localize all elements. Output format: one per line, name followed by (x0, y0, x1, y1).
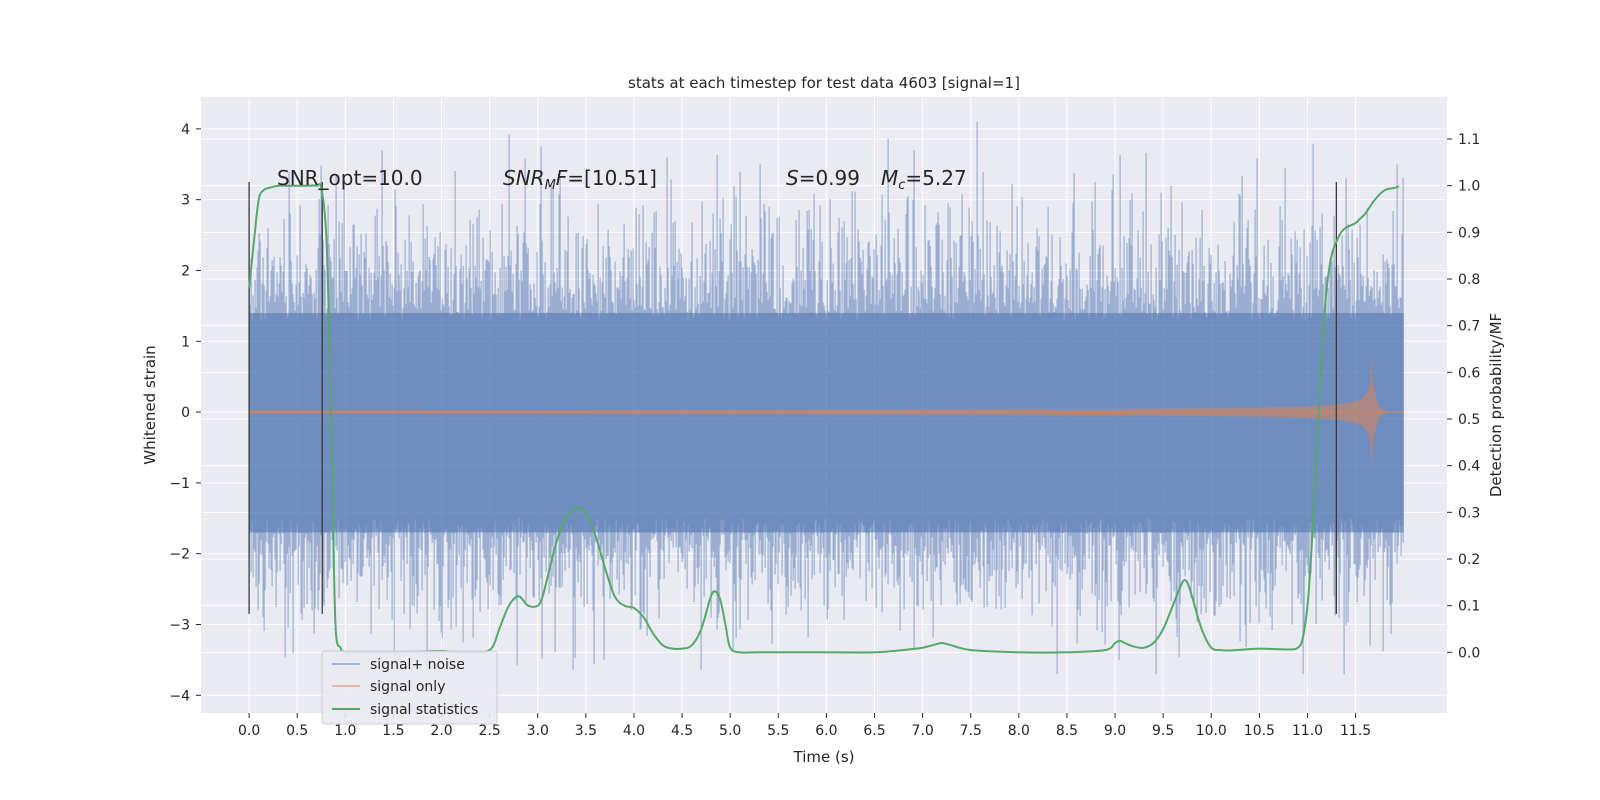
annotation-snr-mf: SNRMF=[10.51] (503, 166, 657, 193)
y-left-tick-label: 4 (181, 122, 190, 138)
x-tick-label: 2.0 (430, 723, 452, 739)
x-axis-ticks: 0.0 0.5 1.0 1.5 2.0 2.5 3.0 3.5 4.0 4.5 5.0 5.5 6.0 6… (238, 713, 1371, 739)
x-tick-label: 10.5 (1244, 723, 1275, 739)
x-tick-label: 6.5 (863, 723, 885, 739)
y-right-tick-label: 0.7 (1458, 319, 1480, 335)
legend-label-signal-statistics: signal statistics (370, 702, 478, 718)
annotation-snr-mf-value: =[10.51] (567, 166, 657, 190)
x-tick-label: 3.5 (575, 723, 597, 739)
y-right-tick-label: 0.0 (1458, 645, 1480, 661)
y-right-tick-label: 0.6 (1458, 365, 1480, 381)
chart-title: stats at each timestep for test data 460… (628, 74, 1020, 92)
x-tick-label: 11.0 (1292, 723, 1323, 739)
y-axis-left-title: Whitened strain (141, 345, 159, 464)
x-tick-label: 1.0 (334, 723, 356, 739)
y-left-tick-label: −1 (169, 476, 190, 492)
legend-box (321, 650, 498, 725)
y-left-tick-label: 2 (181, 263, 190, 279)
signal-only-series (249, 356, 1404, 468)
x-tick-label: 4.0 (623, 723, 645, 739)
y-left-tick-label: 3 (181, 193, 190, 209)
legend: signal+ noise signal only signal statist… (321, 650, 498, 725)
x-tick-label: 4.5 (671, 723, 693, 739)
annotation-s: S=0.99 (786, 166, 860, 190)
y-left-tick-label: −2 (169, 547, 190, 563)
x-tick-label: 1.5 (382, 723, 404, 739)
x-tick-label: 2.5 (479, 723, 501, 739)
x-tick-label: 3.0 (527, 723, 549, 739)
y-left-tick-label: 1 (181, 334, 190, 350)
y-axis-left-ticks: 4 3 2 1 0 −1 −2 −3 −4 (169, 122, 201, 704)
x-tick-label: 7.0 (911, 723, 933, 739)
x-tick-label: 5.5 (767, 723, 789, 739)
y-axis-right-title: Detection probability/MF (1487, 313, 1505, 497)
x-tick-label: 7.5 (960, 723, 982, 739)
annotation-snr-opt: SNR_opt=10.0 (277, 166, 423, 190)
x-tick-label: 0.0 (238, 723, 260, 739)
y-right-tick-label: 0.9 (1458, 225, 1480, 241)
legend-label-signal-noise: signal+ noise (370, 657, 465, 673)
annotation-mc-subscript: c (898, 178, 905, 193)
legend-label-signal-only: signal only (370, 679, 445, 695)
y-right-tick-label: 0.8 (1458, 272, 1480, 288)
signal-noise-series (248, 121, 1404, 675)
x-tick-label: 5.0 (719, 723, 741, 739)
y-right-tick-label: 0.1 (1458, 599, 1480, 615)
y-right-tick-label: 0.5 (1458, 412, 1480, 428)
annotation-snr-mf-symbol-2: F (556, 166, 568, 190)
y-right-tick-label: 0.3 (1458, 505, 1480, 521)
y-right-tick-label: 1.1 (1458, 132, 1480, 148)
y-left-tick-label: 0 (181, 405, 190, 421)
x-tick-label: 11.5 (1340, 723, 1371, 739)
x-tick-label: 8.0 (1008, 723, 1030, 739)
x-tick-label: 9.5 (1152, 723, 1174, 739)
vertical-markers (248, 181, 1338, 614)
x-tick-label: 0.5 (286, 723, 308, 739)
y-right-tick-label: 0.2 (1458, 552, 1480, 568)
annotation-snr-mf-symbol: SNR (503, 166, 545, 190)
x-axis-title: Time (s) (793, 748, 855, 766)
annotation-mc: Mc=5.27 (881, 166, 967, 193)
y-right-tick-label: 1.0 (1458, 179, 1480, 195)
x-tick-label: 8.5 (1056, 723, 1078, 739)
annotation-snr-mf-subscript: M (545, 178, 556, 193)
x-tick-label: 6.0 (815, 723, 837, 739)
annotation-s-value: =0.99 (799, 166, 860, 190)
y-left-tick-label: −3 (169, 617, 190, 633)
annotation-s-symbol: S (786, 166, 799, 190)
x-tick-label: 9.0 (1104, 723, 1126, 739)
y-axis-right-ticks: 1.1 1.0 0.9 0.8 0.7 0.6 0.5 0.4 0.3 0.2 0.1 0.0 (1447, 132, 1480, 661)
annotation-mc-value: =5.27 (905, 166, 966, 190)
y-left-tick-label: −4 (169, 688, 190, 704)
y-right-tick-label: 0.4 (1458, 459, 1480, 475)
annotation-mc-symbol: M (881, 166, 898, 190)
x-tick-label: 10.0 (1196, 723, 1227, 739)
